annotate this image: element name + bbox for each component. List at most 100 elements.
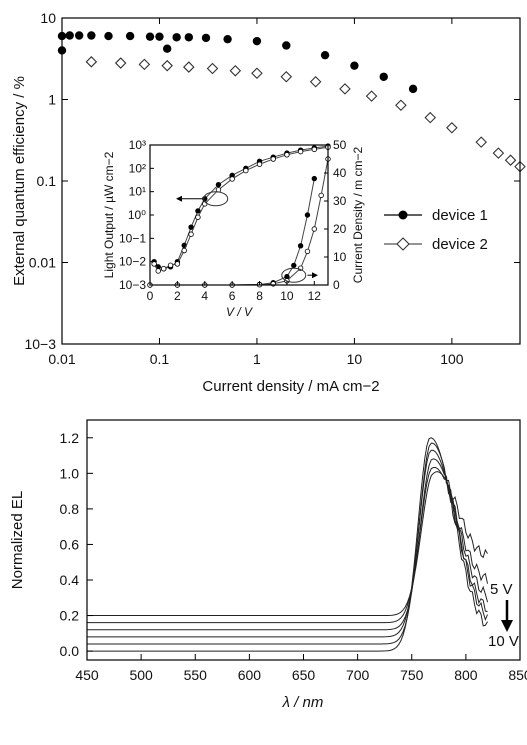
el-plot-area xyxy=(87,437,489,652)
el-x-tick-label: 700 xyxy=(346,667,370,683)
eqe-x-tick-label: 100 xyxy=(440,351,464,367)
eqe-y-tick-label: 10 xyxy=(40,10,56,26)
el-axes-frame xyxy=(86,419,521,661)
el-spectrum-line xyxy=(87,471,488,617)
device-1-point xyxy=(145,32,155,41)
inset-right-tick-label: 30 xyxy=(333,194,347,208)
inset-left-tick-label: 10−1 xyxy=(119,231,146,245)
eqe-x-tick-label: 0.1 xyxy=(150,351,170,367)
device-1-point xyxy=(87,31,96,40)
inset-x-tick-label: 8 xyxy=(256,289,263,303)
inset-left-tick-label: 10¹ xyxy=(129,185,146,199)
inset-point xyxy=(311,146,318,153)
el-spectrum-line xyxy=(87,437,488,652)
device-2-point xyxy=(206,62,219,75)
inset-point xyxy=(215,181,222,188)
inset-x-tick-label: 0 xyxy=(147,289,154,303)
device-1-point xyxy=(408,84,418,94)
eqe-legend: device 1 device 2 xyxy=(384,207,488,253)
inset-point xyxy=(181,247,187,254)
el-spectrum-line xyxy=(87,458,489,631)
inset-x-tick-label: 4 xyxy=(201,289,208,303)
device-1-point xyxy=(155,32,164,41)
device-1-point xyxy=(65,31,74,40)
inset-point xyxy=(243,167,249,174)
inset-point xyxy=(311,226,318,232)
voltage-label-5v: 5 V xyxy=(490,581,513,598)
device-1-point xyxy=(162,44,172,53)
device-1-point xyxy=(172,33,181,42)
device-2-point xyxy=(161,59,173,72)
device-1-point xyxy=(350,61,359,70)
inset-point xyxy=(174,261,181,267)
inset-point xyxy=(202,195,208,202)
device-1-point xyxy=(282,41,291,50)
el-x-tick-label: 800 xyxy=(454,667,478,683)
el-x-tick-label: 600 xyxy=(238,667,262,683)
device-2-point xyxy=(309,75,322,88)
inset-point xyxy=(167,262,174,268)
eqe-x-axis-label: Current density / mA cm−2 xyxy=(202,378,379,395)
el-x-tick-label: 550 xyxy=(184,667,208,683)
legend-marker-device-1 xyxy=(398,210,408,220)
device-2-point xyxy=(446,121,458,134)
eqe-y-tick-label: 10−3 xyxy=(24,336,56,352)
inset-point xyxy=(270,156,276,162)
device-1-point xyxy=(184,33,194,42)
inset-point xyxy=(284,152,290,158)
inset-point xyxy=(256,161,263,167)
device-2-point xyxy=(424,111,437,124)
device-2-point xyxy=(395,99,407,112)
el-spectrum-line xyxy=(87,442,488,645)
device-2-point xyxy=(85,56,98,68)
inset-left-tick-label: 10−3 xyxy=(119,278,146,292)
inset-right-tick-label: 10 xyxy=(333,250,347,264)
el-y-tick-label: 0.0 xyxy=(60,643,80,659)
device-2-point xyxy=(183,61,195,73)
inset-x-tick-label: 12 xyxy=(308,289,322,303)
el-y-tick-label: 0.6 xyxy=(60,536,80,552)
el-y-tick-label: 1.2 xyxy=(60,430,80,446)
el-y-axis-label: Normalized EL xyxy=(9,491,26,589)
eqe-x-tick-label: 0.01 xyxy=(48,351,75,367)
inset-point xyxy=(155,268,161,274)
inset-right-tick-label: 40 xyxy=(333,166,347,180)
inset-point xyxy=(318,192,324,199)
el-y-tick-label: 0.8 xyxy=(60,501,80,517)
el-y-tick-label: 1.0 xyxy=(60,465,80,481)
device-1-point xyxy=(223,34,232,44)
device-1-point xyxy=(320,50,330,60)
inset-point xyxy=(195,214,201,220)
inset-point xyxy=(297,243,304,249)
inset-left-series-marker-ellipse xyxy=(203,191,229,207)
inset-left-tick-label: 10⁰ xyxy=(128,208,146,222)
inset-x-axis-label: V / V xyxy=(226,305,253,319)
device-2-point xyxy=(229,65,242,77)
el-x-tick-label: 500 xyxy=(129,667,153,683)
inset-right-tick-label: 20 xyxy=(333,222,347,236)
inset-ticks: 0 2 4 6 8 10 12 10−3 10−2 10−1 10⁰ 10¹ 10² 10³ 0 10 20 30… xyxy=(119,138,347,303)
el-spectrum-chart: 450 500 550 600 650 700 750 800 850 0.0 0.2 0.4 0.6 0… xyxy=(9,419,527,711)
inset-left-tick-label: 10−2 xyxy=(119,255,146,269)
inset-right-tick-label: 50 xyxy=(333,138,347,152)
eqe-y-tick-label: 0.1 xyxy=(37,173,57,189)
inset-x-tick-label: 2 xyxy=(174,289,181,303)
inset-chart: 0 2 4 6 8 10 12 10−3 10−2 10−1 10⁰ 10¹ 10² 10³ 0 10 20 30… xyxy=(102,138,365,319)
device-2-point xyxy=(251,67,263,80)
el-y-tick-label: 0.4 xyxy=(60,572,80,588)
voltage-label-10v: 10 V xyxy=(488,633,519,650)
inset-right-series-marker-ellipse xyxy=(281,267,307,283)
inset-x-tick-label: 10 xyxy=(280,289,294,303)
inset-point xyxy=(311,175,318,182)
inset-point xyxy=(304,212,311,218)
voltage-arrow-head xyxy=(501,620,513,632)
inset-point xyxy=(160,265,167,272)
device-1-point xyxy=(74,31,84,40)
inset-left-arrow-head xyxy=(176,195,182,202)
el-x-tick-label: 750 xyxy=(400,667,424,683)
inset-left-tick-label: 10² xyxy=(129,161,146,175)
inset-point xyxy=(195,208,201,214)
inset-point xyxy=(229,176,235,182)
